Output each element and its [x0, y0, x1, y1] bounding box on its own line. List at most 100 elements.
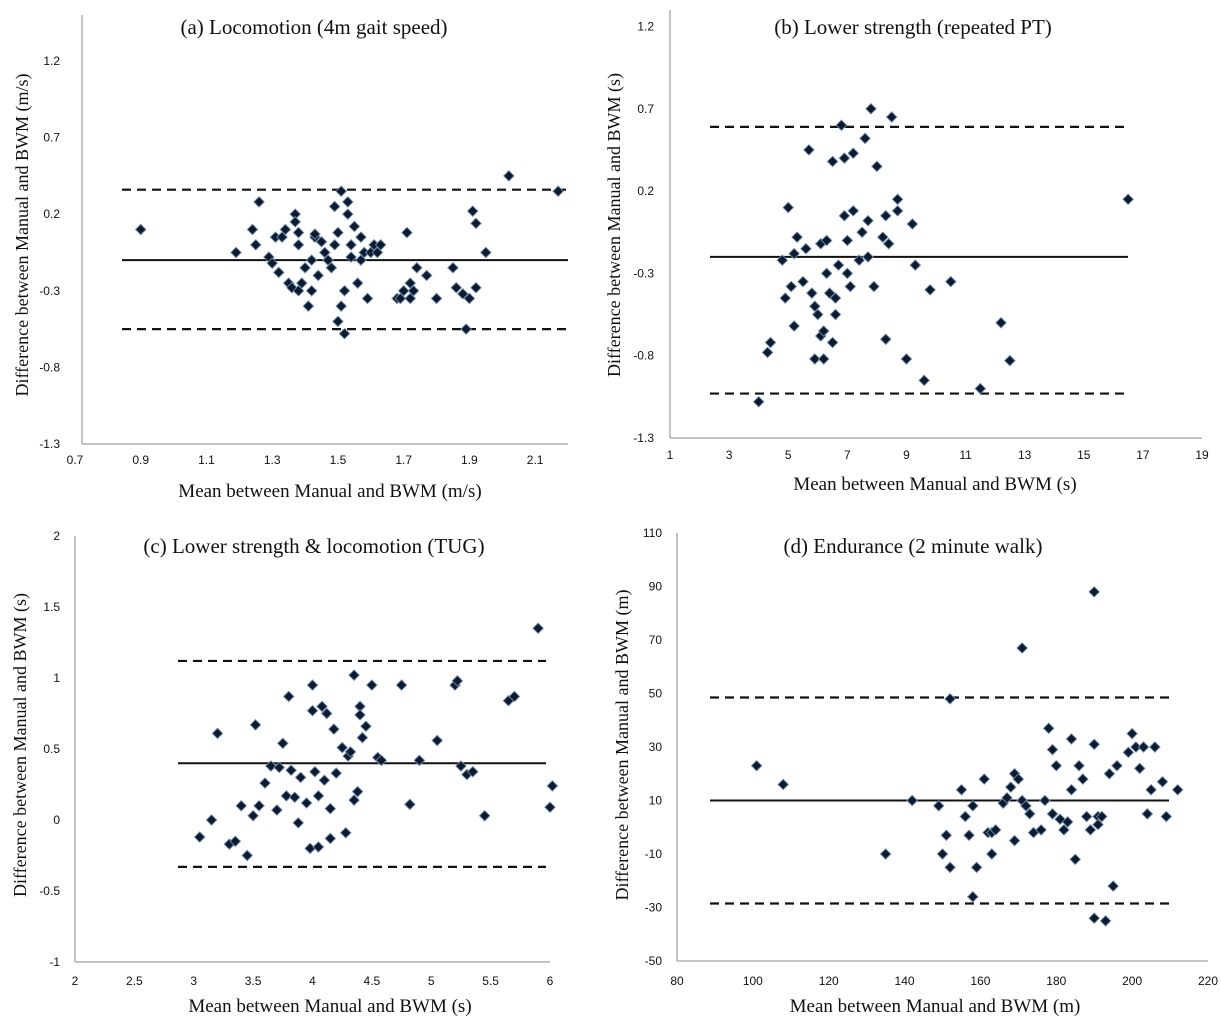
y-tick-label: -1.3	[633, 431, 654, 445]
y-tick-label: -1.3	[39, 437, 60, 451]
data-point	[361, 292, 374, 305]
data-point	[292, 239, 305, 251]
data-point	[470, 217, 482, 230]
data-point	[360, 720, 372, 732]
data-point	[974, 382, 986, 395]
data-point	[856, 226, 868, 238]
data-point	[306, 679, 319, 691]
panel-endurance: 80 100 120 140 160 180 200 220 -50 -30 -10 10 30 50 70…	[612, 526, 1218, 1017]
data-point	[753, 396, 765, 408]
data-point	[246, 223, 259, 236]
data-point	[345, 239, 357, 251]
data-point	[277, 737, 289, 749]
data-point	[1016, 642, 1028, 654]
x-tick-label: 1.7	[395, 453, 412, 467]
data-point	[532, 622, 544, 634]
x-tick-label: 80	[670, 974, 684, 988]
data-point	[880, 333, 892, 345]
x-tick-label: 3	[190, 974, 197, 988]
y-tick-label: 50	[649, 687, 663, 701]
data-point	[1099, 915, 1112, 927]
data-point	[1046, 744, 1059, 756]
data-point	[829, 308, 842, 321]
data-point	[1039, 794, 1051, 807]
data-point	[289, 216, 301, 228]
x-tick-label: 1.1	[198, 453, 215, 467]
data-point	[292, 226, 305, 239]
data-point	[342, 208, 354, 220]
data-point	[844, 280, 856, 293]
data-point	[967, 891, 979, 903]
x-tick-label: 160	[970, 974, 990, 988]
x-tick-label: 15	[1077, 448, 1091, 462]
data-point	[826, 336, 839, 349]
data-point	[299, 262, 311, 274]
data-point	[348, 669, 360, 681]
data-point	[940, 829, 952, 841]
data-point	[959, 810, 971, 823]
data-point	[785, 280, 797, 293]
data-point	[250, 239, 262, 251]
data-point	[841, 234, 853, 247]
data-point	[135, 223, 147, 236]
data-point	[826, 155, 839, 168]
data-point	[871, 160, 883, 173]
data-point	[309, 766, 321, 778]
x-axis-label: Mean between Manual and BWM (s)	[188, 996, 471, 1017]
data-point	[352, 277, 364, 289]
data-point	[779, 292, 791, 304]
x-axis-label: Mean between Manual and BWM (m/s)	[178, 481, 481, 502]
data-point	[865, 103, 877, 115]
y-tick-label: -0.3	[633, 266, 654, 280]
data-point	[764, 336, 777, 349]
x-tick-label: 220	[1198, 974, 1218, 988]
data-point	[503, 170, 515, 182]
data-point	[305, 285, 318, 297]
x-tick-label: 4	[309, 974, 316, 988]
data-point	[944, 861, 956, 874]
data-point	[820, 267, 833, 280]
data-point	[211, 727, 224, 740]
data-point	[479, 810, 491, 822]
x-tick-label: 3	[726, 448, 733, 462]
data-point	[421, 269, 433, 282]
data-point	[955, 784, 968, 796]
x-tick-label: 19	[1195, 448, 1209, 462]
data-point	[470, 282, 482, 294]
y-axis-label: Difference between Manual and BWM (s)	[604, 73, 625, 377]
y-tick-label: 110	[643, 526, 662, 540]
data-point	[936, 848, 949, 860]
data-point	[1137, 741, 1150, 753]
y-tick-label: 0.7	[43, 131, 60, 145]
x-tick-label: 1.3	[264, 453, 281, 467]
data-point	[305, 254, 318, 266]
data-point	[847, 147, 859, 159]
data-point	[1122, 193, 1134, 205]
data-point	[1111, 760, 1123, 772]
data-point	[355, 231, 367, 243]
x-tick-label: 200	[1122, 974, 1142, 988]
data-point	[782, 201, 794, 214]
data-point	[328, 200, 341, 213]
data-point	[354, 709, 366, 721]
data-point	[847, 205, 859, 217]
data-point	[366, 679, 378, 691]
data-point	[235, 800, 247, 812]
data-point	[806, 287, 818, 299]
x-tick-label: 11	[959, 448, 972, 462]
data-point	[1172, 784, 1184, 796]
data-point	[1160, 810, 1172, 823]
x-tick-label: 1.5	[330, 453, 347, 467]
data-point	[294, 771, 307, 784]
y-tick-label: -0.8	[633, 349, 654, 363]
data-point	[1134, 762, 1146, 775]
data-point	[797, 275, 809, 288]
panel-lower-strength: 1 3 5 7 9 11 13 15 17 19-1.3-0.8-0.30.20.71.2 (b) …	[604, 10, 1209, 495]
y-tick-label: -0.8	[39, 360, 60, 374]
data-point	[302, 300, 315, 312]
data-point	[886, 111, 898, 123]
x-axis-label: Mean between Manual and BWM (m)	[790, 996, 1081, 1017]
x-tick-label: 0.7	[67, 453, 84, 467]
data-point	[324, 802, 336, 815]
